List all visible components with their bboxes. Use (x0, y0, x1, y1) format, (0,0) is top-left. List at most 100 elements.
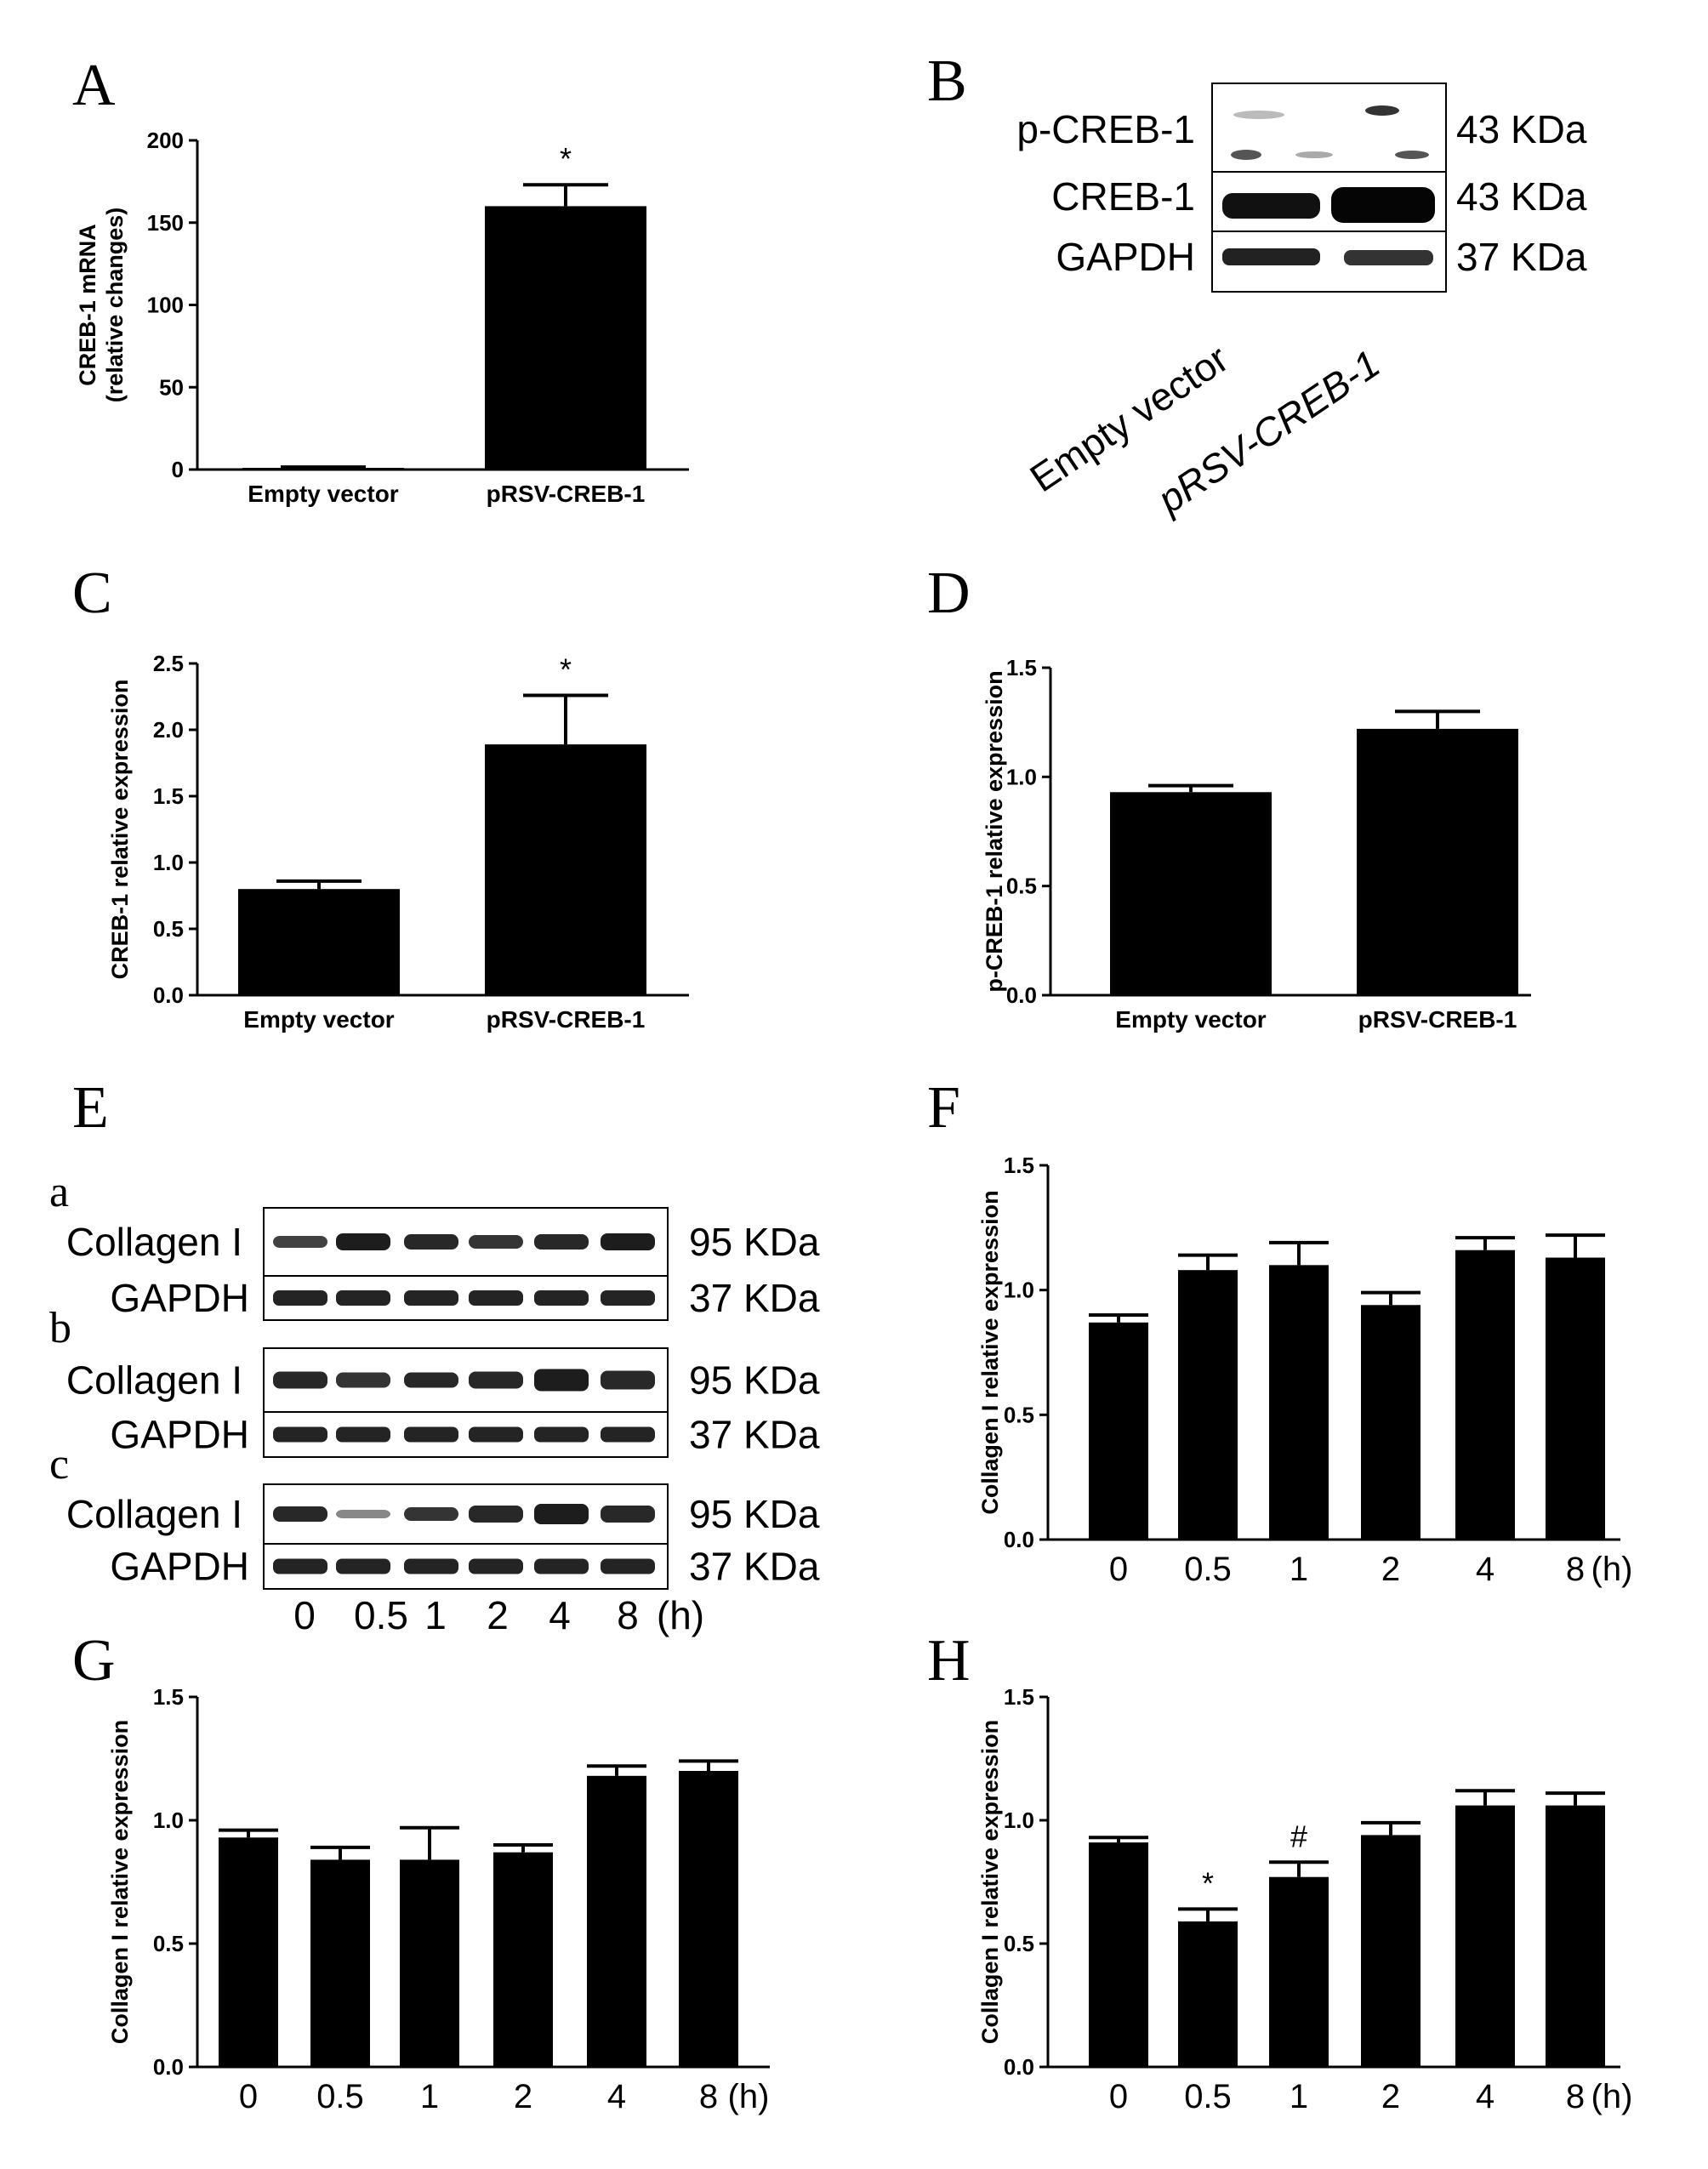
x-axis-unit: (h) (1591, 2078, 1633, 2115)
bar (219, 1837, 278, 2067)
x-tick-label: 0.5 (316, 2078, 364, 2115)
blot-band (273, 1506, 327, 1522)
blot-lane-label: 1 (424, 1593, 447, 1637)
blot-size-label: 43 KDa (1456, 107, 1587, 151)
y-tick-label: 0.5 (1004, 1931, 1034, 1956)
blot-band (1365, 105, 1399, 116)
y-axis-title: Collagen I relative expression (107, 1720, 133, 2044)
significance-mark: # (1290, 1819, 1307, 1853)
x-tick-label: 0 (1109, 1551, 1128, 1588)
y-tick-label: 1.5 (153, 1684, 184, 1710)
blot-band (534, 1504, 589, 1524)
significance-mark: * (560, 141, 572, 176)
x-tick-label: 2 (1381, 1551, 1400, 1588)
x-tick-label: Empty vector (248, 481, 398, 507)
blot-row-label: p-CREB-1 (1016, 107, 1195, 151)
blot-band (601, 1506, 655, 1523)
x-tick-label: 2 (514, 2078, 532, 2115)
blot-band (336, 1233, 390, 1250)
x-tick-label: 1 (420, 2078, 439, 2115)
y-tick-label: 0.5 (153, 1931, 184, 1956)
blot-band (1331, 187, 1435, 223)
y-axis-title: CREB-1 mRNA (75, 224, 100, 386)
blot-size-label: 95 KDa (689, 1358, 820, 1403)
y-tick-label: 1.5 (1004, 1153, 1034, 1178)
x-tick-label: 1 (1290, 2078, 1308, 2115)
blot-band (469, 1506, 523, 1523)
blot-row-label: GAPDH (110, 1413, 249, 1457)
blot-row-label: Collagen I (66, 1220, 242, 1264)
blot-e-frame (263, 1483, 669, 1590)
panel-label-c: C (72, 561, 112, 626)
x-tick-label: Empty vector (243, 1006, 394, 1033)
x-tick-label: 4 (607, 2078, 626, 2115)
blot-sublabel: c (49, 1440, 69, 1489)
blot-band (534, 1290, 589, 1306)
bar (1269, 1876, 1329, 2067)
blot-sublabel: b (49, 1304, 71, 1352)
blot-size-label: 37 KDa (689, 1276, 820, 1320)
blot-band (1344, 250, 1433, 265)
y-tick-label: 0.5 (1004, 1402, 1034, 1427)
blot-band (404, 1234, 458, 1250)
y-axis-title: CREB-1 relative expression (107, 680, 133, 980)
chart-panel-g: 0.0 0.5 1.0 1.5 Collagen I relative expressi… (107, 1684, 770, 2115)
blot-size-label: 95 KDa (689, 1220, 820, 1264)
panel-label-d: D (927, 561, 971, 626)
panel-label-h: H (927, 1628, 971, 1694)
blot-band (601, 1290, 655, 1306)
y-axis-title: Collagen I relative expression (977, 1190, 1003, 1514)
bar (1546, 1257, 1605, 1540)
y-tick-label: 200 (147, 128, 184, 153)
blot-size-label: 37 KDa (689, 1413, 820, 1457)
bar (1455, 1805, 1515, 2067)
blot-band (404, 1290, 458, 1306)
bar (1269, 1265, 1329, 1540)
blot-band (1295, 151, 1333, 158)
x-axis-unit: (h) (1591, 1551, 1633, 1588)
blot-band (1231, 150, 1261, 160)
blot-band (336, 1558, 390, 1574)
blot-band (1233, 111, 1284, 119)
y-tick-label: 1.5 (1006, 655, 1037, 680)
chart-panel-d: 0.0 0.5 1.0 1.5p-CREB-1 relative expression… (982, 655, 1531, 1033)
blot-band (336, 1372, 390, 1388)
blot-band (469, 1558, 523, 1574)
x-tick-label: 4 (1476, 2078, 1494, 2115)
x-tick-label: pRSV-CREB-1 (487, 1006, 646, 1033)
y-tick-label: 100 (147, 293, 184, 318)
blot-band (534, 1369, 589, 1392)
blot-band (469, 1235, 523, 1249)
x-tick-label: 8 (1566, 2078, 1585, 2115)
x-tick-label: pRSV-CREB-1 (1358, 1006, 1517, 1033)
bar (1110, 792, 1272, 995)
blot-band (601, 1426, 655, 1443)
y-tick-label: 0.0 (1004, 2054, 1034, 2080)
y-tick-label: 1.0 (153, 850, 184, 875)
significance-mark: * (560, 652, 572, 686)
blot-row-label: Collagen I (66, 1492, 242, 1536)
blot-band (469, 1290, 523, 1306)
blot-band (404, 1507, 458, 1521)
blot-size-label: 37 KDa (1456, 235, 1587, 279)
y-tick-label: 1.5 (1004, 1684, 1034, 1710)
blot-band (1222, 248, 1320, 265)
blot-e-frame (263, 1207, 669, 1321)
blot-band (273, 1236, 327, 1248)
blot-size-label: 95 KDa (689, 1492, 820, 1536)
y-axis-title: p-CREB-1 relative expression (982, 670, 1007, 992)
x-tick-label: Empty vector (1115, 1006, 1266, 1033)
blot-row-label: GAPDH (110, 1276, 249, 1320)
y-tick-label: 150 (147, 210, 184, 236)
blot-band (469, 1371, 523, 1389)
blot-band (404, 1558, 458, 1574)
bar (310, 1859, 370, 2067)
y-tick-label: 0.0 (1004, 1527, 1034, 1552)
blot-band (601, 1233, 655, 1250)
y-tick-label: 2.5 (153, 651, 184, 676)
y-axis-title: Collagen I relative expression (977, 1720, 1003, 2044)
y-tick-label: 0.5 (153, 916, 184, 942)
blot-sublabel: a (49, 1168, 69, 1216)
